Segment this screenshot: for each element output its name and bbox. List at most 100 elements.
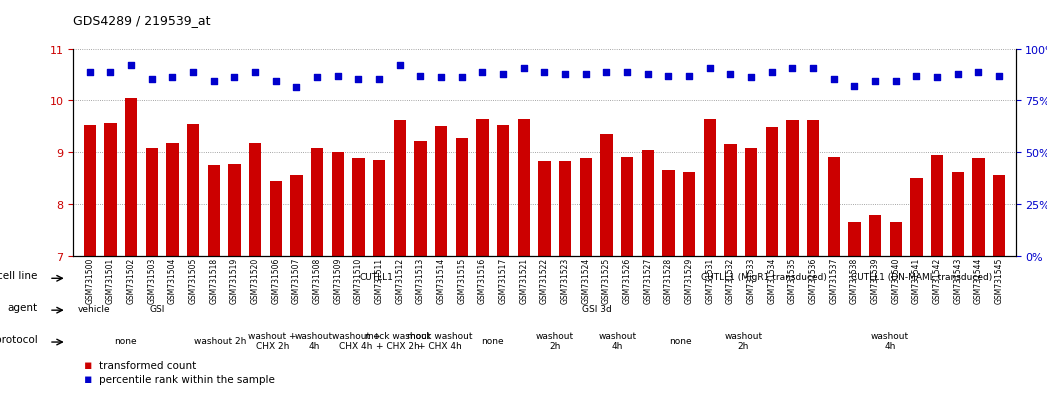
Text: CUTLL1: CUTLL1 bbox=[360, 273, 394, 282]
Bar bbox=[704, 119, 716, 256]
Point bbox=[392, 63, 408, 69]
Point bbox=[970, 69, 986, 76]
Point bbox=[143, 76, 160, 83]
Bar bbox=[84, 126, 96, 256]
Text: washout
2h: washout 2h bbox=[725, 331, 762, 350]
Point bbox=[701, 66, 718, 73]
Text: protocol: protocol bbox=[0, 334, 38, 344]
Point bbox=[226, 75, 243, 81]
Point bbox=[205, 78, 222, 85]
Bar bbox=[662, 171, 674, 256]
Point bbox=[330, 73, 347, 80]
Point bbox=[536, 69, 553, 76]
Bar bbox=[228, 165, 241, 256]
Bar bbox=[249, 144, 262, 256]
Bar bbox=[476, 119, 489, 256]
Point bbox=[619, 69, 636, 76]
Point bbox=[267, 78, 284, 85]
Point bbox=[681, 73, 697, 80]
Point bbox=[103, 69, 119, 76]
Text: washout +
CHX 2h: washout + CHX 2h bbox=[248, 331, 296, 350]
Text: washout +
CHX 4h: washout + CHX 4h bbox=[332, 331, 380, 350]
Bar bbox=[352, 159, 364, 256]
Text: cell line: cell line bbox=[0, 271, 38, 280]
Bar bbox=[869, 216, 882, 256]
Text: transformed count: transformed count bbox=[99, 360, 197, 370]
Bar bbox=[187, 124, 199, 256]
Text: washout 2h: washout 2h bbox=[194, 336, 246, 345]
Text: washout
4h: washout 4h bbox=[871, 331, 909, 350]
Bar bbox=[744, 149, 757, 256]
Bar bbox=[332, 153, 344, 256]
Bar bbox=[146, 149, 158, 256]
Text: CUTLL1 (MigR1 transduced): CUTLL1 (MigR1 transduced) bbox=[701, 273, 827, 282]
Bar bbox=[207, 166, 220, 256]
Point bbox=[371, 76, 387, 83]
Bar bbox=[580, 159, 592, 256]
Point bbox=[184, 69, 201, 76]
Bar bbox=[931, 155, 943, 256]
Point bbox=[742, 75, 759, 81]
Point bbox=[309, 75, 326, 81]
Bar bbox=[890, 223, 901, 256]
Point bbox=[577, 71, 594, 78]
Bar bbox=[455, 138, 468, 256]
Point bbox=[164, 75, 181, 81]
Point bbox=[990, 73, 1007, 80]
Point bbox=[432, 75, 449, 81]
Bar bbox=[538, 162, 551, 256]
Bar bbox=[683, 173, 695, 256]
Point bbox=[515, 66, 532, 73]
Bar bbox=[973, 159, 984, 256]
Text: mock washout
+ CHX 4h: mock washout + CHX 4h bbox=[407, 331, 472, 350]
Text: percentile rank within the sample: percentile rank within the sample bbox=[99, 375, 275, 385]
Point bbox=[598, 69, 615, 76]
Text: none: none bbox=[114, 336, 137, 345]
Bar bbox=[952, 173, 964, 256]
Bar bbox=[848, 223, 861, 256]
Point bbox=[950, 71, 966, 78]
Text: washout
2h: washout 2h bbox=[536, 331, 574, 350]
Bar bbox=[105, 124, 116, 256]
Text: GSI 3d: GSI 3d bbox=[582, 304, 611, 313]
Bar bbox=[125, 99, 137, 256]
Text: ▪: ▪ bbox=[84, 358, 92, 371]
Text: mock washout
+ CHX 2h: mock washout + CHX 2h bbox=[365, 331, 430, 350]
Bar bbox=[290, 176, 303, 256]
Point bbox=[867, 78, 884, 85]
Point bbox=[763, 69, 780, 76]
Bar bbox=[311, 149, 324, 256]
Text: washout
4h: washout 4h bbox=[295, 331, 333, 350]
Text: agent: agent bbox=[7, 302, 38, 312]
Point bbox=[557, 71, 574, 78]
Point bbox=[722, 71, 739, 78]
Text: CUTLL1 (DN-MAML transduced): CUTLL1 (DN-MAML transduced) bbox=[851, 273, 992, 282]
Bar bbox=[559, 162, 572, 256]
Bar bbox=[910, 178, 922, 256]
Point bbox=[660, 73, 676, 80]
Bar bbox=[270, 181, 282, 256]
Point bbox=[846, 83, 863, 90]
Point bbox=[805, 66, 822, 73]
Bar bbox=[621, 158, 633, 256]
Bar bbox=[373, 161, 385, 256]
Text: GDS4289 / 219539_at: GDS4289 / 219539_at bbox=[73, 14, 210, 27]
Bar bbox=[166, 144, 179, 256]
Point bbox=[288, 85, 305, 92]
Bar bbox=[435, 127, 447, 256]
Bar bbox=[786, 121, 799, 256]
Text: vehicle: vehicle bbox=[77, 304, 111, 313]
Bar bbox=[765, 128, 778, 256]
Point bbox=[247, 69, 264, 76]
Point bbox=[888, 78, 905, 85]
Bar bbox=[993, 176, 1005, 256]
Point bbox=[825, 76, 842, 83]
Text: none: none bbox=[481, 336, 504, 345]
Point bbox=[82, 69, 98, 76]
Bar bbox=[807, 121, 819, 256]
Point bbox=[453, 75, 470, 81]
Point bbox=[495, 71, 512, 78]
Bar bbox=[497, 126, 509, 256]
Text: washout
4h: washout 4h bbox=[599, 331, 637, 350]
Point bbox=[122, 63, 139, 69]
